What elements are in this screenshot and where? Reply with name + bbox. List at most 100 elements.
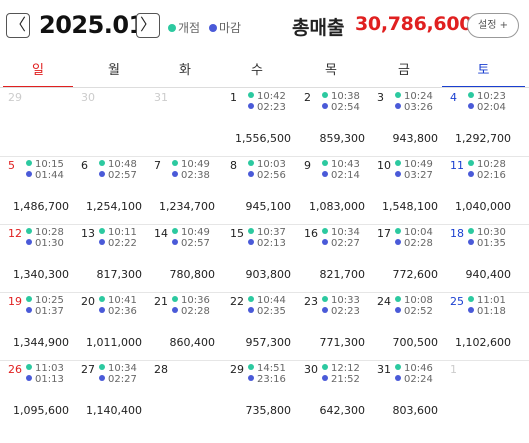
open-dot-icon <box>322 92 328 98</box>
day-number: 21 <box>154 295 168 308</box>
weekday-4: 목 <box>325 63 337 78</box>
day-number: 24 <box>377 295 391 308</box>
day-number: 11 <box>450 159 464 172</box>
daily-sales-amount: 821,700 <box>319 268 366 281</box>
calendar-day-cell[interactable]: 16 10:34 02:27 821,700 <box>296 224 369 292</box>
calendar-day-cell[interactable]: 27 10:34 02:27 1,140,400 <box>73 360 146 428</box>
open-time: 10:49 <box>172 227 210 238</box>
open-time-text: 10:43 <box>331 159 360 170</box>
calendar-day-cell[interactable]: 12 10:28 01:30 1,340,300 <box>0 224 73 292</box>
prev-month-button[interactable]: 〈 <box>6 13 30 38</box>
calendar-day-cell[interactable]: 7 10:49 02:38 1,234,700 <box>146 156 219 224</box>
day-number: 13 <box>81 227 95 240</box>
daily-sales-amount: 1,548,100 <box>382 200 438 213</box>
week-divider <box>0 156 529 157</box>
calendar-day-cell[interactable]: 25 11:01 01:18 1,102,600 <box>442 292 515 360</box>
day-number: 23 <box>304 295 318 308</box>
calendar-day-cell[interactable]: 22 10:44 02:35 957,300 <box>222 292 295 360</box>
daily-sales-amount: 803,600 <box>392 404 439 417</box>
calendar-day-cell[interactable]: 9 10:43 02:14 1,083,000 <box>296 156 369 224</box>
day-number: 26 <box>8 363 22 376</box>
close-dot-icon <box>209 24 217 32</box>
daily-sales-amount: 1,083,000 <box>309 200 365 213</box>
calendar-day-cell[interactable]: 29 <box>0 88 73 156</box>
close-dot-icon <box>26 307 32 313</box>
daily-sales-amount: 1,254,100 <box>86 200 142 213</box>
day-number: 30 <box>304 363 318 376</box>
calendar-day-cell[interactable]: 24 10:08 02:52 700,500 <box>369 292 442 360</box>
open-time-text: 10:42 <box>257 91 286 102</box>
open-time: 10:04 <box>395 227 433 238</box>
calendar-day-cell[interactable]: 2 10:38 02:54 859,300 <box>296 88 369 156</box>
open-dot-icon <box>168 24 176 32</box>
calendar-day-cell[interactable]: 29 14:51 23:16 735,800 <box>222 360 295 428</box>
calendar-day-cell[interactable]: 31 <box>146 88 219 156</box>
close-time: 02:23 <box>322 306 360 317</box>
close-time: 21:52 <box>322 374 360 385</box>
calendar-day-cell[interactable]: 5 10:15 01:44 1,486,700 <box>0 156 73 224</box>
calendar-day-cell[interactable]: 4 10:23 02:04 1,292,700 <box>442 88 515 156</box>
open-time-text: 10:34 <box>331 227 360 238</box>
close-dot-icon <box>468 307 474 313</box>
calendar-day-cell[interactable]: 28 <box>146 360 219 428</box>
daily-sales-amount: 943,800 <box>392 132 439 145</box>
open-dot-icon <box>99 296 105 302</box>
open-time-text: 10:04 <box>404 227 433 238</box>
calendar-day-cell[interactable]: 8 10:03 02:56 945,100 <box>222 156 295 224</box>
close-time: 02:57 <box>172 238 210 249</box>
calendar-day-cell[interactable]: 21 10:36 02:28 860,400 <box>146 292 219 360</box>
day-number: 19 <box>8 295 22 308</box>
calendar-day-cell[interactable]: 23 10:33 02:23 771,300 <box>296 292 369 360</box>
open-time-text: 14:51 <box>257 363 286 374</box>
daily-sales-amount: 771,300 <box>319 336 366 349</box>
close-time: 03:27 <box>395 170 433 181</box>
calendar-day-cell[interactable]: 1 10:42 02:23 1,556,500 <box>222 88 295 156</box>
calendar-day-cell[interactable]: 6 10:48 02:57 1,254,100 <box>73 156 146 224</box>
close-time-text: 02:57 <box>108 170 137 181</box>
day-number: 15 <box>230 227 244 240</box>
settings-button[interactable]: 설정 + <box>467 13 519 38</box>
calendar-day-cell[interactable]: 3 10:24 03:26 943,800 <box>369 88 442 156</box>
calendar-day-cell[interactable]: 17 10:04 02:28 772,600 <box>369 224 442 292</box>
calendar-header: 〈 2025.01 〉 개점 마감 총매출 30,786,600 설정 + <box>0 0 529 56</box>
open-dot-icon <box>26 364 32 370</box>
week-divider <box>0 360 529 361</box>
calendar-day-cell[interactable]: 15 10:37 02:13 903,800 <box>222 224 295 292</box>
close-time-text: 01:44 <box>35 170 64 181</box>
open-time-text: 10:49 <box>404 159 433 170</box>
open-time: 10:15 <box>26 159 64 170</box>
daily-sales-amount: 1,556,500 <box>235 132 291 145</box>
close-dot-icon <box>172 239 178 245</box>
open-dot-icon <box>172 296 178 302</box>
open-dot-icon <box>26 160 32 166</box>
calendar-day-cell[interactable]: 30 <box>73 88 146 156</box>
day-number: 4 <box>450 91 457 104</box>
day-number: 28 <box>154 363 168 376</box>
calendar-day-cell[interactable]: 10 10:49 03:27 1,548,100 <box>369 156 442 224</box>
calendar-day-cell[interactable]: 19 10:25 01:37 1,344,900 <box>0 292 73 360</box>
close-time-text: 01:37 <box>35 306 64 317</box>
daily-sales-amount: 1,011,000 <box>86 336 142 349</box>
calendar-day-cell[interactable]: 13 10:11 02:22 817,300 <box>73 224 146 292</box>
calendar-day-cell[interactable]: 18 10:30 01:35 940,400 <box>442 224 515 292</box>
close-dot-icon <box>395 171 401 177</box>
open-time: 10:42 <box>248 91 286 102</box>
close-time-text: 02:14 <box>331 170 360 181</box>
calendar-day-cell[interactable]: 14 10:49 02:57 780,800 <box>146 224 219 292</box>
close-time-text: 02:27 <box>331 238 360 249</box>
close-dot-icon <box>26 239 32 245</box>
calendar-day-cell[interactable]: 1 <box>442 360 515 428</box>
calendar-day-cell[interactable]: 26 11:03 01:13 1,095,600 <box>0 360 73 428</box>
open-dot-icon <box>248 364 254 370</box>
calendar-day-cell[interactable]: 31 10:46 02:24 803,600 <box>369 360 442 428</box>
open-time-text: 10:41 <box>108 295 137 306</box>
calendar-day-cell[interactable]: 20 10:41 02:36 1,011,000 <box>73 292 146 360</box>
close-time-text: 02:28 <box>181 306 210 317</box>
open-time-text: 10:23 <box>477 91 506 102</box>
close-time: 02:27 <box>322 238 360 249</box>
close-time-text: 03:26 <box>404 102 433 113</box>
close-dot-icon <box>395 239 401 245</box>
calendar-day-cell[interactable]: 11 10:28 02:16 1,040,000 <box>442 156 515 224</box>
next-month-button[interactable]: 〉 <box>136 13 160 38</box>
calendar-day-cell[interactable]: 30 12:12 21:52 642,300 <box>296 360 369 428</box>
